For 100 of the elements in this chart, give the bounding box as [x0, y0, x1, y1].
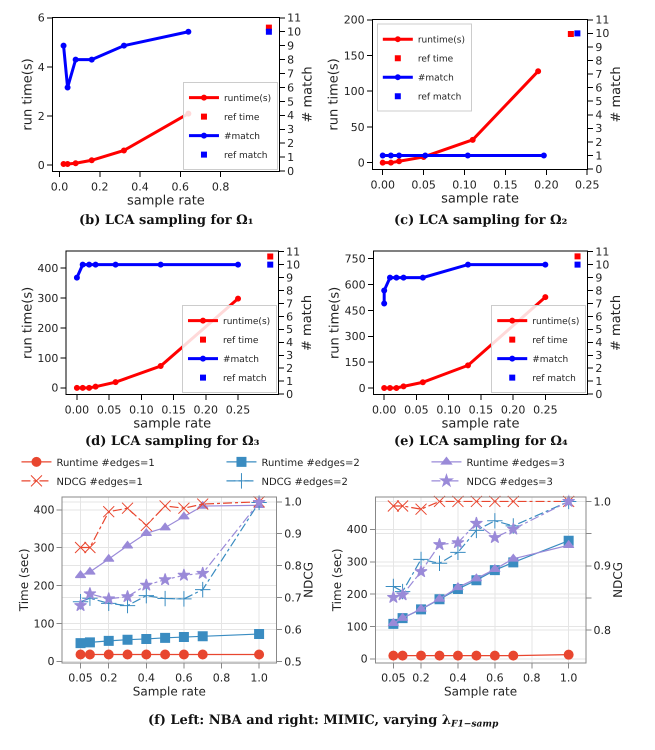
y-tick-label: 0	[358, 382, 366, 395]
legend-label: ref time	[222, 336, 259, 346]
y2-tick-label: 11	[286, 246, 300, 259]
legend-label: NDCG #edges=1	[56, 476, 143, 488]
y2-tick-label: 5	[595, 95, 602, 108]
y-tick-label: 0	[38, 159, 45, 172]
y2-tick-label: 8	[287, 53, 294, 66]
x-axis-title: sample rate	[127, 193, 205, 208]
text: (c) LCA sampling for Ω₂	[394, 213, 568, 228]
y2-tick-label: 0	[595, 162, 602, 176]
y-tick-label: 300	[33, 542, 54, 555]
y-tick-label: 200	[344, 14, 365, 27]
x-tick-label: 0.15	[161, 403, 186, 416]
legend-label: ref time	[224, 113, 260, 124]
y-tick-label: 100	[33, 617, 54, 630]
y2-tick-label: 7	[287, 67, 294, 80]
y2-axis-title: # match	[300, 294, 315, 351]
legend-label: runtime(s)	[222, 317, 270, 328]
y2-tick-label: 11	[287, 12, 302, 25]
y2-tick-label: 2	[287, 137, 294, 150]
x-tick-label: 0.10	[452, 178, 477, 192]
y-tick-label: 100	[344, 85, 365, 98]
x-tick-label: 0.0	[50, 180, 68, 194]
x-tick-label: 0.15	[468, 403, 494, 416]
y2-tick-label: 3	[595, 122, 602, 136]
y2-tick-label: 5	[287, 95, 294, 108]
y2-tick-label: 3	[287, 123, 294, 136]
y2-tick-label: 9	[286, 271, 294, 284]
y-axis-title: run time(s)	[20, 286, 36, 360]
y-tick-label: 600	[344, 278, 366, 292]
x-tick-label: 0.4	[138, 672, 156, 685]
y-tick-label: 400	[346, 523, 368, 536]
y2-tick-label: 8	[286, 284, 294, 298]
legend-label: ref match	[224, 151, 268, 162]
x-tick-label: 0.2	[91, 180, 109, 194]
y2-tick-label: 4	[287, 109, 294, 122]
legend-label: Runtime #edges=2	[261, 458, 360, 469]
legend-label: ref time	[532, 336, 568, 346]
y2-tick-label: 9	[595, 271, 602, 284]
y2-axis-title: NDCG	[302, 562, 316, 598]
y2-tick-label: 1	[595, 375, 602, 388]
y2-tick-label: 6	[286, 310, 294, 324]
y-tick-label: 400	[33, 504, 54, 517]
y2-tick-label: 4	[286, 336, 294, 350]
legend-label: #match	[532, 355, 568, 366]
legend-label: ref time	[418, 54, 454, 65]
legend-label: NDCG #edges=3	[466, 476, 553, 488]
x-tick-label: 0.8	[212, 180, 230, 194]
legend-label: #match	[224, 132, 260, 142]
x-axis-title: Sample rate	[132, 684, 206, 699]
y2-tick-label: 10	[287, 26, 302, 39]
y2-tick-label: 0.8	[593, 624, 611, 638]
y2-tick-label: 7	[595, 297, 602, 310]
y2-axis-title: # match	[300, 66, 316, 123]
legend-label: Runtime #edges=1	[56, 458, 155, 469]
legend-label: runtime(s)	[418, 36, 465, 46]
x-tick-label: 0.05	[381, 672, 406, 685]
y-tick-label: 0	[360, 652, 368, 666]
x-tick-label: 0.25	[226, 403, 250, 416]
x-tick-label: 0.25	[574, 178, 600, 192]
y2-tick-label: 3	[595, 349, 602, 362]
legend-label: ref match	[418, 92, 462, 103]
y-tick-label: 0	[47, 655, 54, 668]
x-tick-label: 0.20	[194, 403, 218, 416]
x-tick-label: 0.05	[411, 178, 436, 192]
x-tick-label: 1.0	[560, 672, 578, 685]
y2-axis-title: # match	[609, 66, 624, 123]
y-tick-label: 100	[346, 620, 368, 634]
x-tick-label: 0.05	[96, 403, 122, 416]
y2-tick-label: 7	[595, 68, 602, 81]
x-tick-label: 0.20	[534, 178, 559, 192]
y2-tick-label: 0.8	[284, 560, 302, 573]
y2-tick-label: 6	[595, 81, 602, 94]
x-tick-label: 0.4	[131, 180, 149, 194]
y-axis-title: run time(s)	[20, 58, 36, 131]
text: (b) LCA sampling for Ω₁	[79, 213, 254, 228]
y2-tick-label: 0.7	[284, 591, 302, 604]
y2-tick-label: 9	[595, 40, 602, 54]
y2-axis-title: # match	[609, 294, 624, 351]
y-tick-label: 0	[358, 156, 365, 170]
x-tick-label: 0.15	[493, 178, 518, 192]
y-tick-label: 750	[344, 252, 366, 266]
y2-tick-label: 0	[286, 388, 294, 402]
y-tick-label: 200	[33, 579, 54, 592]
y2-tick-label: 2	[595, 362, 602, 376]
x-axis-title: sample rate	[442, 416, 520, 432]
text: (f) Left: NBA and right: MIMIC, varying λ$_{F1−samp}$	[148, 713, 500, 730]
y-tick-label: 100	[37, 352, 58, 365]
legend-label: ref match	[532, 374, 576, 384]
y-tick-label: 300	[346, 556, 368, 569]
x-tick-label: 0.00	[64, 403, 90, 416]
x-tick-label: 0.2	[412, 672, 430, 685]
y2-tick-label: 1.0	[593, 495, 611, 508]
y-tick-label: 150	[344, 49, 365, 62]
x-axis-title: sample rate	[133, 416, 212, 432]
y2-tick-label: 2	[286, 362, 294, 376]
legend-label: #match	[222, 355, 260, 366]
legend-label: NDCG #edges=2	[261, 476, 348, 488]
legend-label: #match	[418, 74, 454, 84]
y2-tick-label: 0.6	[284, 623, 302, 636]
